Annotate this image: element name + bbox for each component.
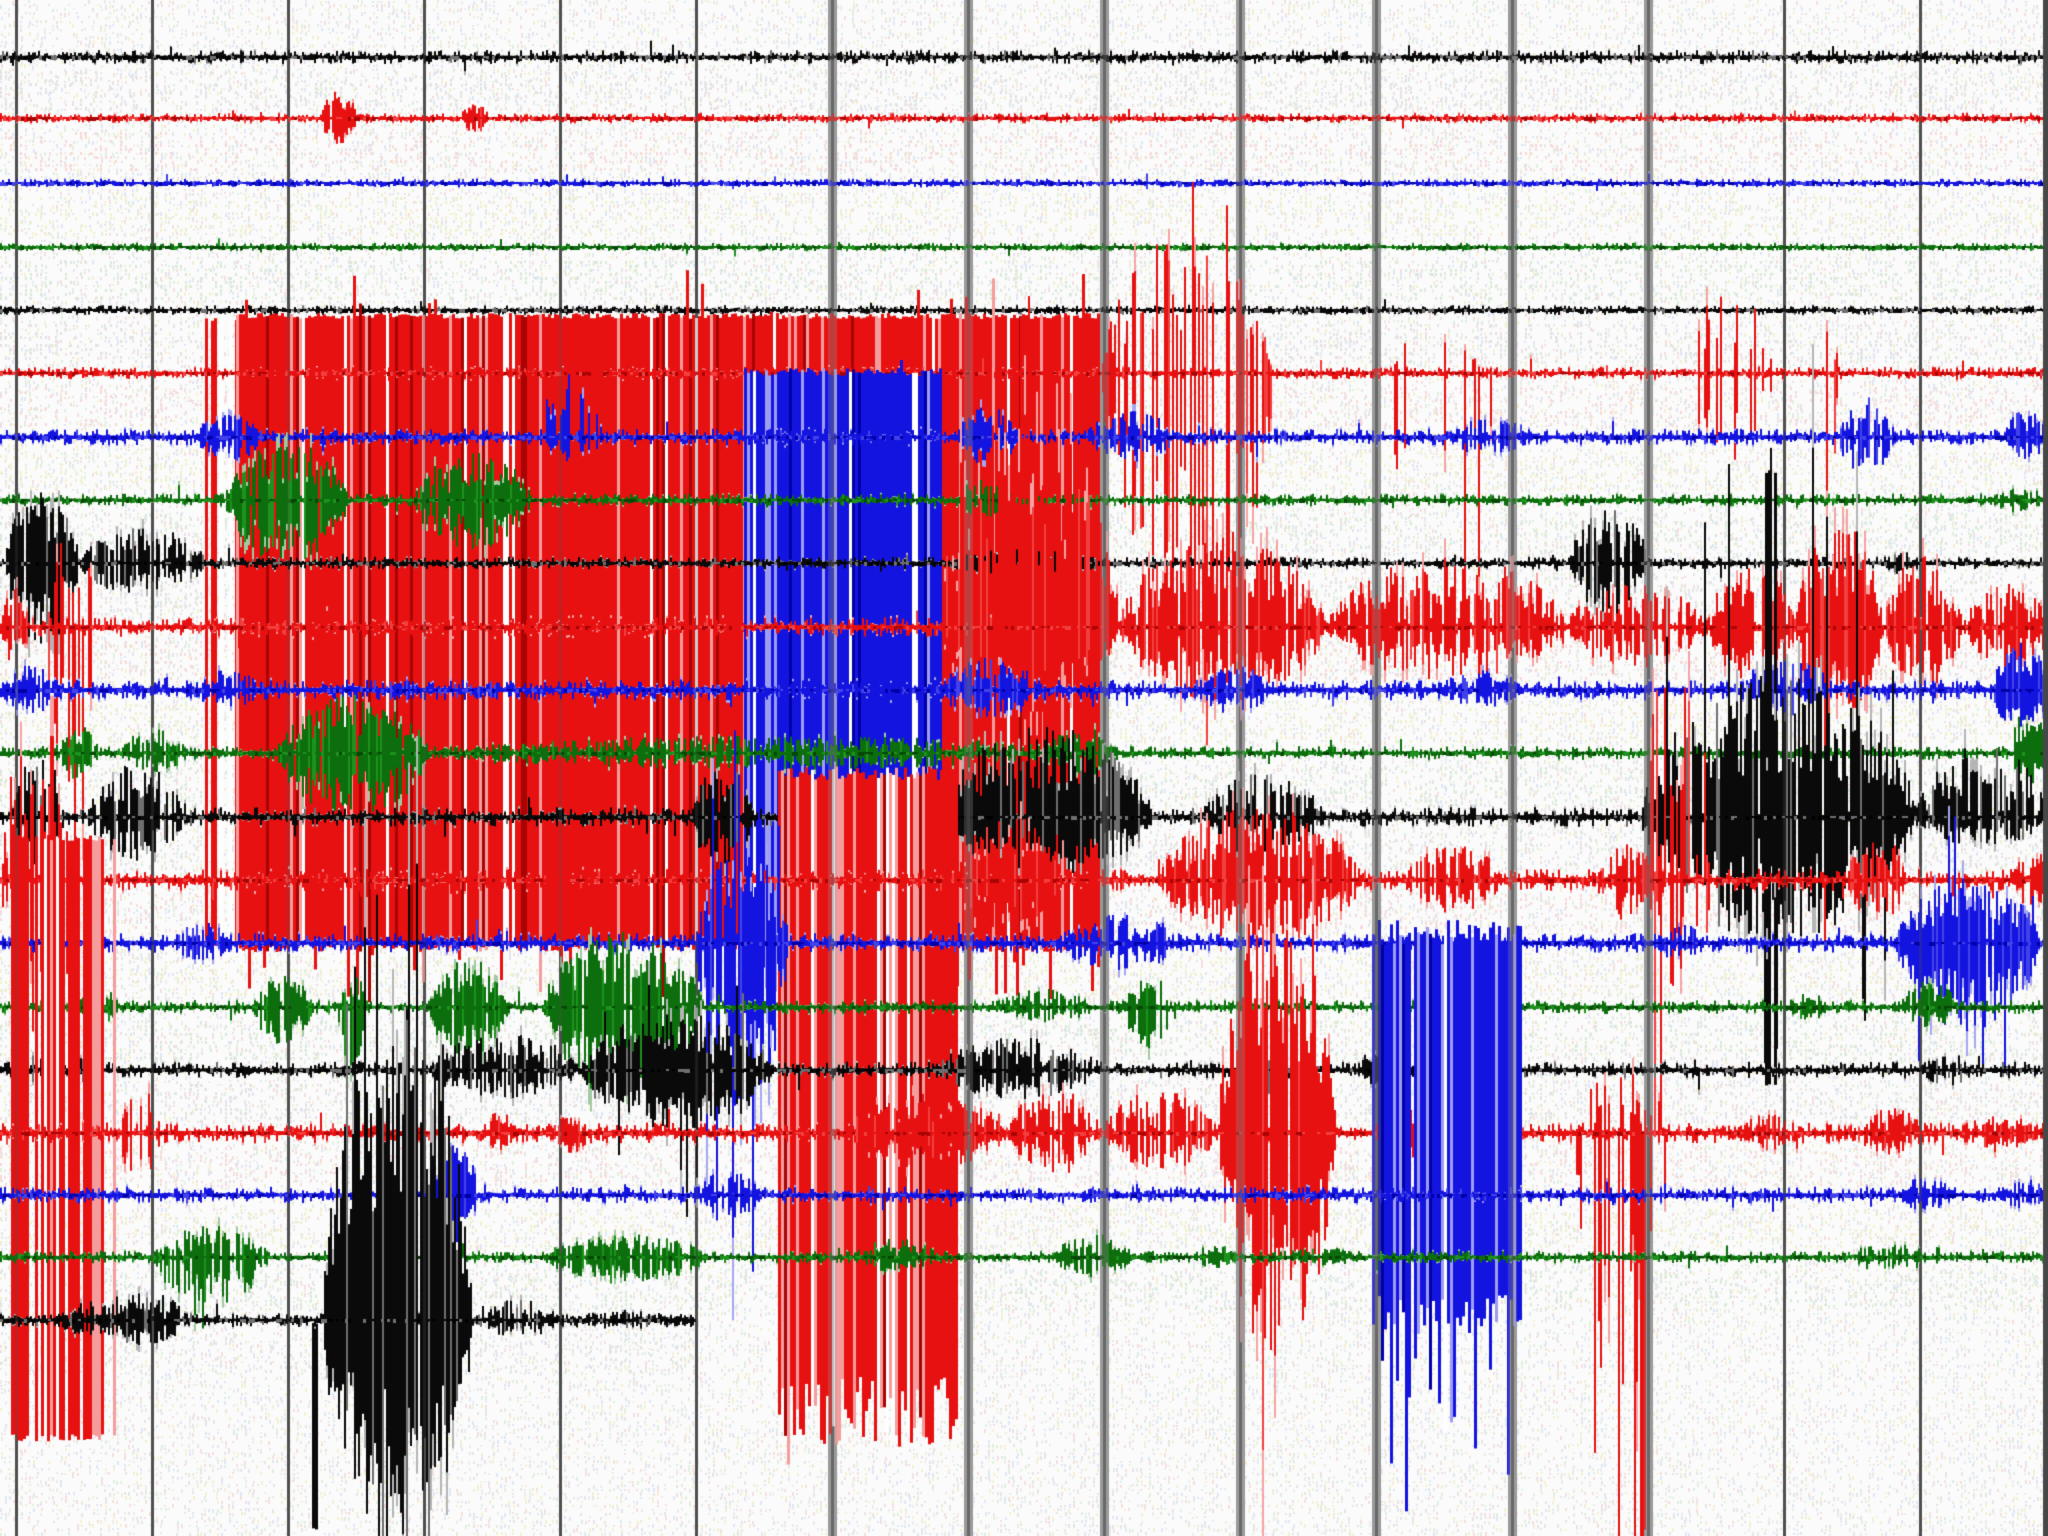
seismogram-canvas xyxy=(0,0,2048,1536)
seismogram-display xyxy=(0,0,2048,1536)
